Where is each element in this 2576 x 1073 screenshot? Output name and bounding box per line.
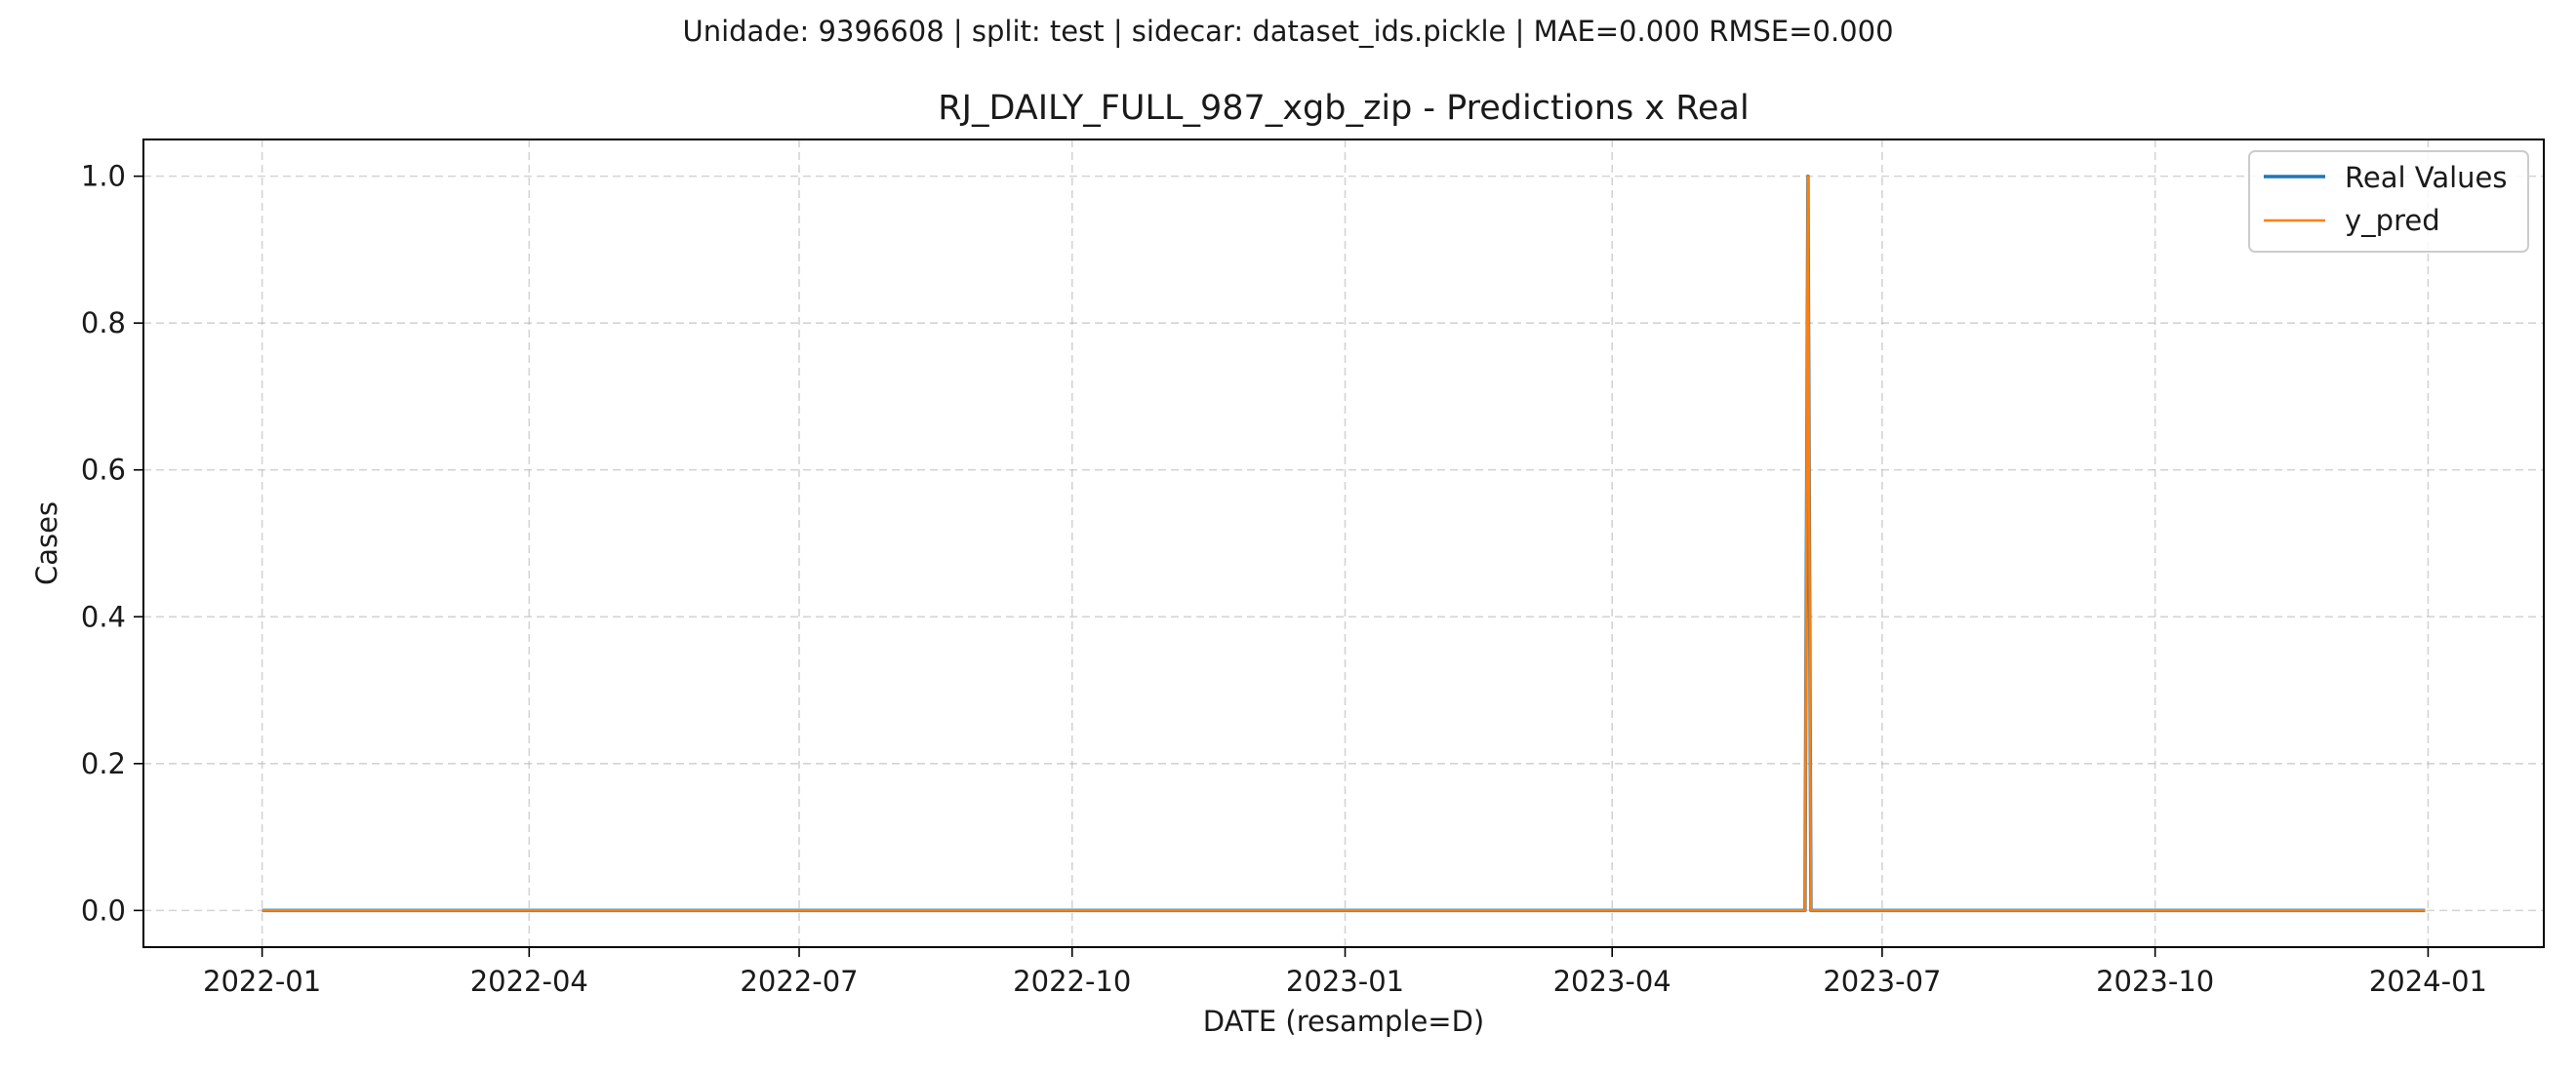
- legend: Real Values y_pred: [2248, 150, 2529, 253]
- x-tick-label: 2023-07: [1823, 965, 1941, 998]
- y-axis-label: Cases: [30, 501, 63, 585]
- series-line-y-pred: [262, 175, 2426, 912]
- grid-layer: [143, 139, 2544, 947]
- x-axis-label: DATE (resample=D): [1203, 1005, 1485, 1038]
- x-tick-label: 2022-07: [740, 965, 858, 998]
- x-tick-label: 2022-04: [470, 965, 588, 998]
- legend-label-y-pred: y_pred: [2345, 204, 2440, 237]
- series-line-real-values: [262, 174, 2426, 913]
- x-axis: 2022-01 2022-04 2022-07 2022-10 2023-01 2023-…: [203, 947, 2487, 998]
- x-tick-label: 2022-10: [1013, 965, 1131, 998]
- x-tick-label: 2023-01: [1286, 965, 1404, 998]
- series-layer: [262, 174, 2426, 913]
- legend-label-real-values: Real Values: [2345, 161, 2507, 194]
- y-axis: 0.0 0.2 0.4 0.6 0.8 1.0: [81, 160, 143, 927]
- plot-frame: [142, 139, 2545, 948]
- chart-title: RJ_DAILY_FULL_987_xgb_zip - Predictions …: [938, 89, 1749, 128]
- y-tick-label: 0.2: [81, 747, 126, 780]
- y-tick-label: 0.6: [81, 454, 126, 487]
- x-tick-label: 2022-01: [203, 965, 321, 998]
- y-tick-label: 0.0: [81, 894, 126, 927]
- x-tick-label: 2024-01: [2369, 965, 2487, 998]
- y-tick-label: 0.4: [81, 600, 126, 633]
- y-tick-label: 0.8: [81, 306, 126, 339]
- figure-suptitle: Unidade: 9396608 | split: test | sidecar…: [682, 15, 1893, 48]
- y-tick-label: 1.0: [81, 160, 126, 193]
- x-tick-label: 2023-10: [2096, 965, 2214, 998]
- x-tick-label: 2023-04: [1553, 965, 1671, 998]
